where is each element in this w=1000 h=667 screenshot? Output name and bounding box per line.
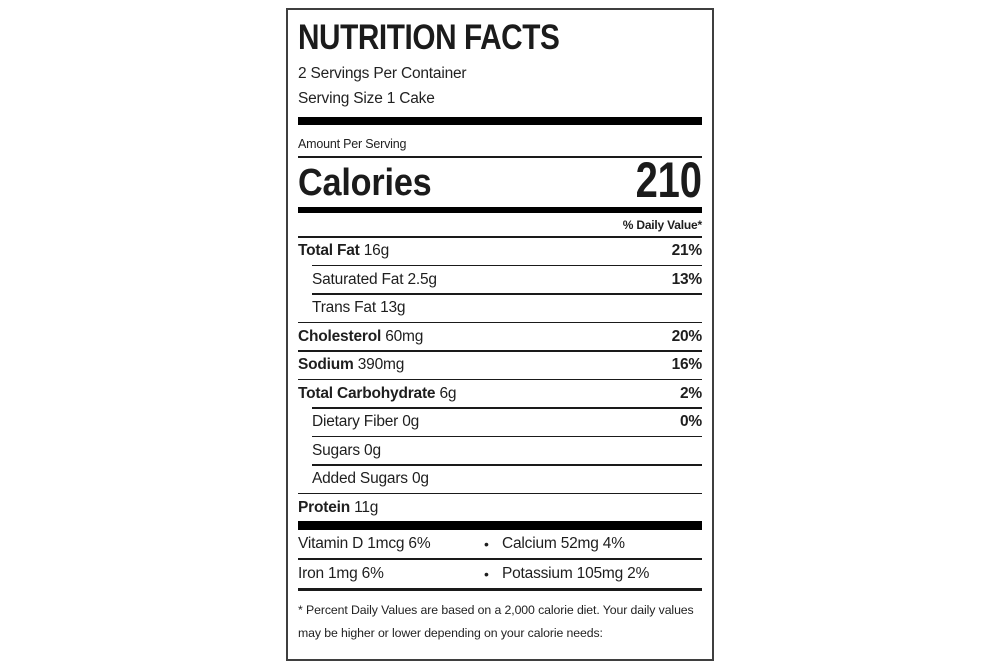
- divider: [298, 321, 702, 323]
- nutrient-row-protein: Protein 11g: [298, 494, 702, 521]
- divider: [298, 587, 702, 591]
- thick-divider-bar: [298, 117, 702, 125]
- vitamin-item: Vitamin D 1mcg 6%: [298, 535, 431, 552]
- thick-divider-bar: [298, 521, 702, 530]
- nutrient-row-dietary-fiber: Dietary Fiber 0g 0%: [298, 409, 702, 436]
- divider: [298, 156, 702, 158]
- divider: [312, 293, 702, 295]
- nutrient-row-trans-fat: Trans Fat 13g: [298, 295, 702, 322]
- nutrient-amount: 2.5g: [407, 270, 437, 288]
- daily-value-header: % Daily Value*: [622, 218, 702, 232]
- nutrient-name: Protein: [298, 498, 350, 516]
- servings-per-container: 2 Servings Per Container: [298, 65, 467, 82]
- medium-divider-bar: [298, 207, 702, 213]
- nutrient-row-sugars: Sugars 0g: [298, 437, 702, 464]
- divider: [298, 236, 702, 238]
- nutrient-row-total-carbohydrate: Total Carbohydrate 6g 2%: [298, 380, 702, 407]
- calories-value: 210: [635, 152, 702, 208]
- nutrition-label: NUTRITION FACTS 2 Servings Per Container…: [286, 8, 714, 661]
- divider: [312, 264, 702, 266]
- divider: [298, 558, 702, 560]
- divider: [298, 350, 702, 352]
- divider: [298, 492, 702, 494]
- vitamin-item: Calcium 52mg 4%: [502, 535, 625, 552]
- nutrient-amount: 0g: [411, 470, 429, 487]
- calories-label: Calories: [298, 162, 432, 204]
- nutrient-name: Cholesterol: [298, 327, 382, 345]
- nutrient-name: Sugars: [312, 441, 360, 459]
- divider: [312, 435, 702, 437]
- nutrition-facts-title: NUTRITION FACTS: [298, 18, 560, 57]
- nutrient-daily-value: 2%: [679, 384, 702, 402]
- vitamin-row: Vitamin D 1mcg 6% • Calcium 52mg 4%: [298, 530, 702, 558]
- nutrient-daily-value: 13%: [671, 270, 703, 288]
- serving-size: Serving Size 1 Cake: [298, 90, 435, 107]
- divider: [312, 464, 702, 466]
- nutrient-row-total-fat: Total Fat 16g 21%: [298, 238, 702, 265]
- nutrient-name: Total Carbohydrate: [298, 384, 436, 402]
- nutrient-amount: 11g: [354, 498, 379, 516]
- nutrient-amount: 390mg: [357, 356, 405, 373]
- nutrient-row-added-sugars: Added Sugars 0g: [298, 466, 702, 493]
- nutrient-row-sodium: Sodium 390mg 16%: [298, 352, 702, 379]
- vitamin-item: Potassium 105mg 2%: [502, 564, 650, 582]
- nutrient-name: Trans Fat: [312, 299, 376, 316]
- divider: [298, 378, 702, 380]
- calories-row: Calories 210: [298, 152, 702, 208]
- nutrient-name: Dietary Fiber: [312, 413, 399, 430]
- vitamin-item: Iron 1mg 6%: [298, 564, 384, 582]
- nutrient-amount: 13g: [380, 299, 406, 316]
- nutrient-amount: 60mg: [385, 327, 424, 345]
- bullet-icon: •: [484, 536, 489, 552]
- nutrient-amount: 6g: [439, 384, 457, 402]
- nutrient-name: Saturated Fat: [312, 270, 404, 288]
- nutrient-daily-value: 16%: [671, 356, 703, 373]
- nutrient-name: Added Sugars: [312, 470, 408, 487]
- nutrient-name: Total Fat: [298, 242, 360, 259]
- bullet-icon: •: [484, 565, 489, 582]
- daily-value-footnote: * Percent Daily Values are based on a 2,…: [298, 602, 694, 641]
- nutrient-row-cholesterol: Cholesterol 60mg 20%: [298, 323, 702, 350]
- nutrient-daily-value: 20%: [671, 327, 703, 345]
- nutrient-name: Sodium: [298, 356, 354, 373]
- nutrient-daily-value: 0%: [679, 413, 702, 430]
- nutrient-daily-value: 21%: [671, 242, 703, 259]
- vitamin-row: Iron 1mg 6% • Potassium 105mg 2%: [298, 560, 702, 588]
- nutrient-row-saturated-fat: Saturated Fat 2.5g 13%: [298, 266, 702, 293]
- nutrient-amount: 0g: [402, 413, 420, 430]
- nutrient-amount: 16g: [363, 242, 390, 259]
- divider: [312, 407, 702, 409]
- nutrient-amount: 0g: [364, 441, 381, 459]
- amount-per-serving-label: Amount Per Serving: [298, 137, 407, 151]
